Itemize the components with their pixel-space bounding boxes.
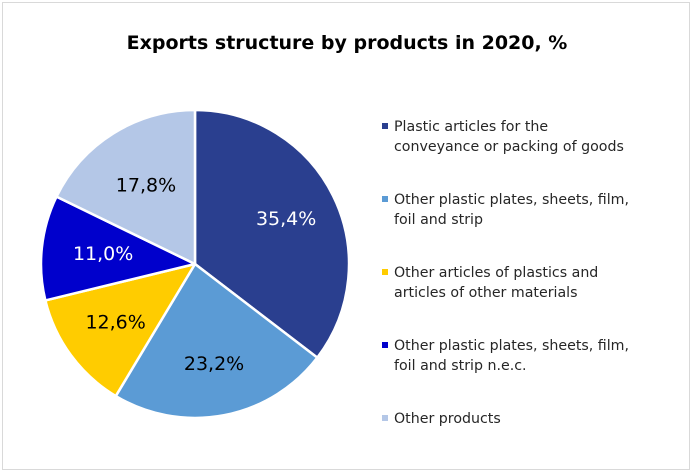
legend-label-line: Other plastic plates, sheets, film,: [394, 192, 630, 208]
legend-label: Other plastic plates, sheets, film, foil …: [394, 190, 686, 230]
legend-label: Plastic articles for the conveyance or pa…: [394, 117, 686, 157]
legend-label-line: Other plastic plates, sheets, film,: [394, 338, 630, 354]
slice-value-label: 17,8%: [116, 175, 176, 197]
legend-label: Other products: [394, 409, 686, 429]
slice-value-label: 23,2%: [184, 353, 244, 375]
legend-label-line: foil and strip: [394, 212, 484, 228]
legend-label-line: Other articles of plastics and: [394, 265, 599, 281]
pie-slice: [39, 195, 197, 302]
legend-marker: [382, 269, 388, 275]
legend-label-line: Plastic articles for the: [394, 119, 549, 135]
slice-value-label: 11,0%: [73, 243, 133, 265]
legend-marker: [382, 123, 388, 129]
legend-marker: [382, 415, 388, 421]
legend-marker: [382, 342, 388, 348]
legend-marker: [382, 196, 388, 202]
pie-slice: [114, 262, 319, 420]
chart-title: Exports structure by products in 2020, %: [126, 32, 568, 54]
pie-slices: [39, 108, 351, 420]
pie-slice: [44, 262, 197, 398]
legend-label-line: foil and strip n.e.c.: [394, 358, 527, 374]
legend-label: Other plastic plates, sheets, film, foil …: [394, 336, 686, 376]
slice-value-label: 12,6%: [85, 311, 145, 333]
legend-label-line: articles of other materials: [394, 285, 578, 301]
slice-value-label: 35,4%: [256, 208, 316, 230]
pie-slice: [55, 108, 197, 266]
pie-slice-labels: 35,4% 23,2% 12,6% 11,0% 17,8%: [73, 175, 316, 375]
legend-label-line: conveyance or packing of goods: [394, 139, 624, 155]
pie-slice: [193, 108, 351, 359]
legend-label-line: Other products: [394, 411, 501, 427]
legend-label: Other articles of plastics and articles o…: [394, 263, 686, 303]
